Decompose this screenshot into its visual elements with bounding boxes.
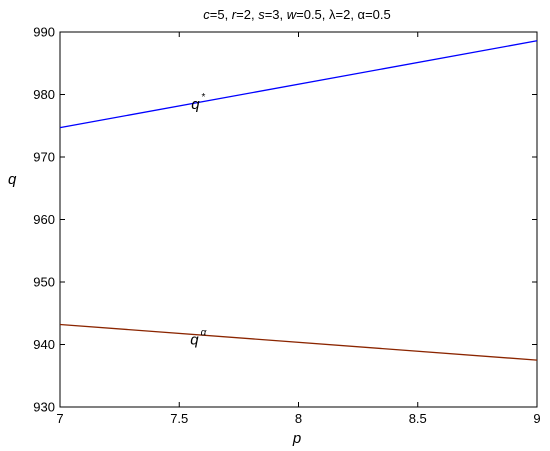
chart-title-part: c <box>203 7 210 22</box>
series-line-q-star <box>59 40 538 129</box>
y-tick-label: 970 <box>33 150 55 165</box>
chart-title-part: =0.5, λ=2, α=0.5 <box>296 7 391 22</box>
chart-title-part: =3, <box>265 7 287 22</box>
y-tick-label: 960 <box>33 212 55 227</box>
y-tick-label: 930 <box>33 400 55 415</box>
y-tick-label: 990 <box>33 25 55 40</box>
series-annotation-q-star: q * <box>191 92 205 113</box>
chart-title-part: r <box>232 7 237 22</box>
y-axis-label: q <box>8 171 17 188</box>
x-tick-label: 8 <box>295 411 302 426</box>
y-tick-label: 980 <box>33 87 55 102</box>
plot-frame <box>59 31 538 408</box>
x-tick-label: 7.5 <box>170 411 188 426</box>
chart-title-part: =2, <box>236 7 258 22</box>
chart-title: c=5, r=2, s=3, w=0.5, λ=2, α=0.5 <box>203 7 391 22</box>
y-tick-label: 940 <box>33 337 55 352</box>
y-tick-label: 950 <box>33 275 55 290</box>
x-tick-label: 8.5 <box>409 411 427 426</box>
x-tick-label: 9 <box>533 411 540 426</box>
x-tick-label: 7 <box>56 411 63 426</box>
chart-title-part: w <box>287 7 298 22</box>
chart-title-part: s <box>258 7 265 22</box>
x-axis-label: p <box>292 430 301 447</box>
series-line-q-alpha <box>59 323 538 361</box>
plot-area: 7 7.5 8 8.5 9 930 940 950 960 970 980 990 q * q α <box>33 25 540 427</box>
chart-title-part: =5, <box>210 7 232 22</box>
